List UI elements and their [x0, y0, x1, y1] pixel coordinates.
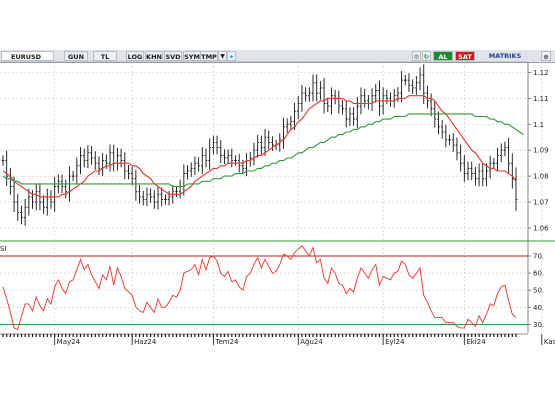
- ma-short-line: [2, 95, 517, 198]
- rsi-panel: 30. 40. 50. 60. 70. SI: [0, 245, 544, 331]
- moving-averages: [2, 95, 524, 198]
- rsi-y-tick-label: 60.: [533, 270, 544, 278]
- rsi-label: SI: [0, 245, 7, 253]
- rsi-y-tick-label: 50.: [533, 287, 544, 295]
- tmp-button[interactable]: TMP: [200, 51, 218, 61]
- price-y-tick-label: 1.08: [533, 173, 549, 181]
- x-tick-label: Tem24: [214, 338, 239, 346]
- price-y-tick-label: 1.09: [533, 147, 549, 155]
- brand-logo: MATRIKS: [488, 52, 522, 60]
- currency-button[interactable]: TL: [93, 51, 117, 61]
- svd-button[interactable]: SVD: [164, 51, 182, 61]
- axes: 1.06 1.07 1.08 1.09 1.1 1.11 1.12: [0, 61, 555, 335]
- sell-button[interactable]: SAT: [455, 51, 475, 61]
- period-button[interactable]: GUN: [64, 51, 88, 61]
- x-tick-label: May24: [57, 338, 81, 346]
- zoom-icon[interactable]: ⊕: [541, 51, 551, 61]
- rsi-line: [2, 245, 517, 331]
- khn-button[interactable]: KHN: [145, 51, 163, 61]
- x-tick-label: Eki24: [466, 338, 486, 346]
- x-tick-label: Eyl24: [385, 338, 405, 346]
- rsi-y-tick-label: 40.: [533, 304, 544, 312]
- rsi-y-tick-label: 30.: [533, 321, 544, 329]
- rsi-y-tick-label: 70.: [533, 252, 544, 260]
- ma-long-line: [2, 113, 524, 188]
- candlestick-series: [1, 64, 518, 226]
- price-y-tick-label: 1.12: [533, 69, 549, 77]
- symbol-selector[interactable]: EURUSD: [1, 51, 54, 61]
- x-tick-label: Kas24: [544, 338, 555, 346]
- x-tick-label: Ağu24: [300, 338, 323, 346]
- toolbar: EURUSD GUN TL LOG KHN SVD SYM TMP ▼ ✦ ⚙ …: [0, 50, 555, 63]
- price-y-tick-label: 1.07: [533, 199, 549, 207]
- grid: [0, 62, 543, 333]
- price-y-tick-label: 1.1: [533, 121, 544, 129]
- buy-button[interactable]: AL: [433, 51, 453, 61]
- log-scale-button[interactable]: LOG: [126, 51, 144, 61]
- settings-icon[interactable]: ⚙: [412, 51, 421, 61]
- twitter-icon[interactable]: ✦: [227, 51, 236, 61]
- refresh-icon[interactable]: ↻: [422, 51, 431, 61]
- x-tick-label: Haz24: [134, 338, 157, 346]
- dropdown-arrow-icon[interactable]: ▼: [218, 51, 227, 61]
- price-y-tick-label: 1.06: [533, 225, 549, 233]
- price-y-tick-label: 1.11: [533, 95, 549, 103]
- x-axis: May24 Haz24 Tem24 Ağu24 Eyl24 Eki24 Kas24: [2, 334, 555, 346]
